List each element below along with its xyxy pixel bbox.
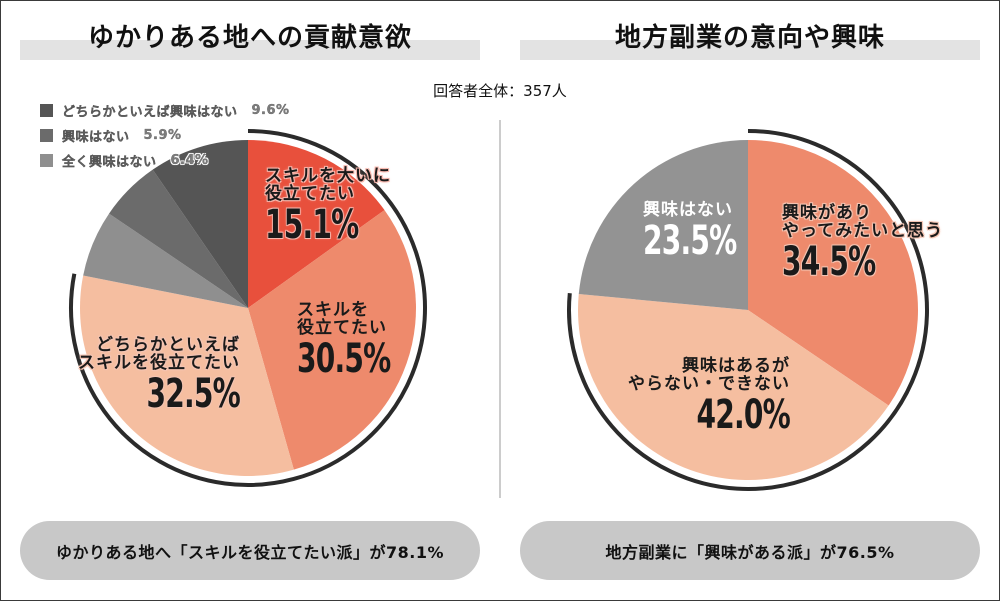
left-pie (69, 129, 427, 487)
right-chart-title: 地方副業の意向や興味 (614, 23, 885, 53)
slice-label-line1: スキルを (297, 300, 369, 320)
slice-label-line1: どちらかといえば (96, 335, 240, 355)
slice-label-percent: 23.5% (643, 217, 737, 264)
legend-label: どちらかといえば興味はない (62, 105, 238, 120)
pie-slice (578, 294, 889, 481)
slice-label-percent: 32.5% (146, 370, 241, 417)
slice-label-line1: 興味はあるが (682, 356, 790, 376)
slice-label-percent: 30.5% (297, 335, 391, 382)
slice-label-line2: やってみたいと思う (782, 220, 944, 241)
pie-slice (578, 140, 748, 310)
left-title-bar (20, 40, 480, 60)
slice-label-somewhat-use-skills: どちらかといえば スキルを役立てたい 32.5% (40, 335, 241, 417)
pie-slice (748, 140, 918, 406)
right-title-bar (520, 40, 980, 60)
slice-label-line2: 役立てたい (297, 317, 387, 338)
legend-label: 興味はない (62, 130, 130, 145)
slice-label-want-to-try: 興味があり やってみたいと思う 34.5% (782, 203, 944, 285)
pie-slice (248, 210, 416, 470)
pie-slice (79, 275, 294, 476)
slice-label-line1: 興味があり (782, 203, 872, 223)
right-pie (567, 129, 929, 491)
slice-label-use-skills: スキルを 役立てたい 30.5% (297, 300, 417, 382)
slice-label-percent: 15.1% (265, 201, 359, 248)
legend-label: 全く興味はない (62, 155, 157, 170)
legend-item: どちらかといえば興味はない 9.6% (40, 98, 290, 123)
slice-label-percent: 42.0% (696, 391, 791, 438)
slice-label-interested-but-not-doing: 興味はあるが やらない・できない 42.0% (580, 356, 791, 438)
legend-item: 興味はない 5.9% (40, 123, 290, 148)
legend-swatch (40, 129, 53, 142)
center-divider (499, 120, 501, 498)
highlight-ring-arc (69, 129, 427, 487)
slice-label-line2: スキルを役立てたい (78, 352, 240, 373)
slice-label-strongly-use-skills: スキルを大いに 役立てたい 15.1% (265, 166, 391, 248)
pie-slice (152, 140, 248, 308)
left-legend: どちらかといえば興味はない 9.6% 興味はない 5.9% 全く興味はない 6.… (40, 98, 290, 173)
legend-item: 全く興味はない 6.4% (40, 148, 290, 173)
legend-swatch (40, 154, 53, 167)
left-chart-title: ゆかりある地への貢献意欲 (87, 23, 412, 53)
slice-label-line1: スキルを大いに (265, 166, 391, 186)
right-summary-badge: 地方副業に「興味がある派」が76.5% (520, 521, 980, 580)
pie-slice (109, 169, 248, 308)
legend-value: 9.6% (251, 103, 290, 118)
legend-value: 5.9% (143, 128, 182, 143)
legend-value: 6.4% (170, 153, 209, 168)
highlight-ring-arc (567, 129, 929, 491)
slice-label-line1: 興味はない (643, 200, 733, 220)
pie-slice (83, 213, 249, 308)
left-summary-badge: ゆかりある地へ「スキルを役立てたい派」が78.1% (20, 521, 480, 580)
slice-label-line2: やらない・できない (628, 373, 790, 394)
slice-label-line2: 役立てたい (265, 183, 355, 204)
pie-slice (248, 140, 385, 308)
legend-swatch (40, 104, 53, 117)
slice-label-not-interested: 興味はない 23.5% (643, 200, 763, 264)
slice-label-percent: 34.5% (782, 238, 876, 285)
respondents-count: 回答者全体：357人 (433, 82, 567, 100)
